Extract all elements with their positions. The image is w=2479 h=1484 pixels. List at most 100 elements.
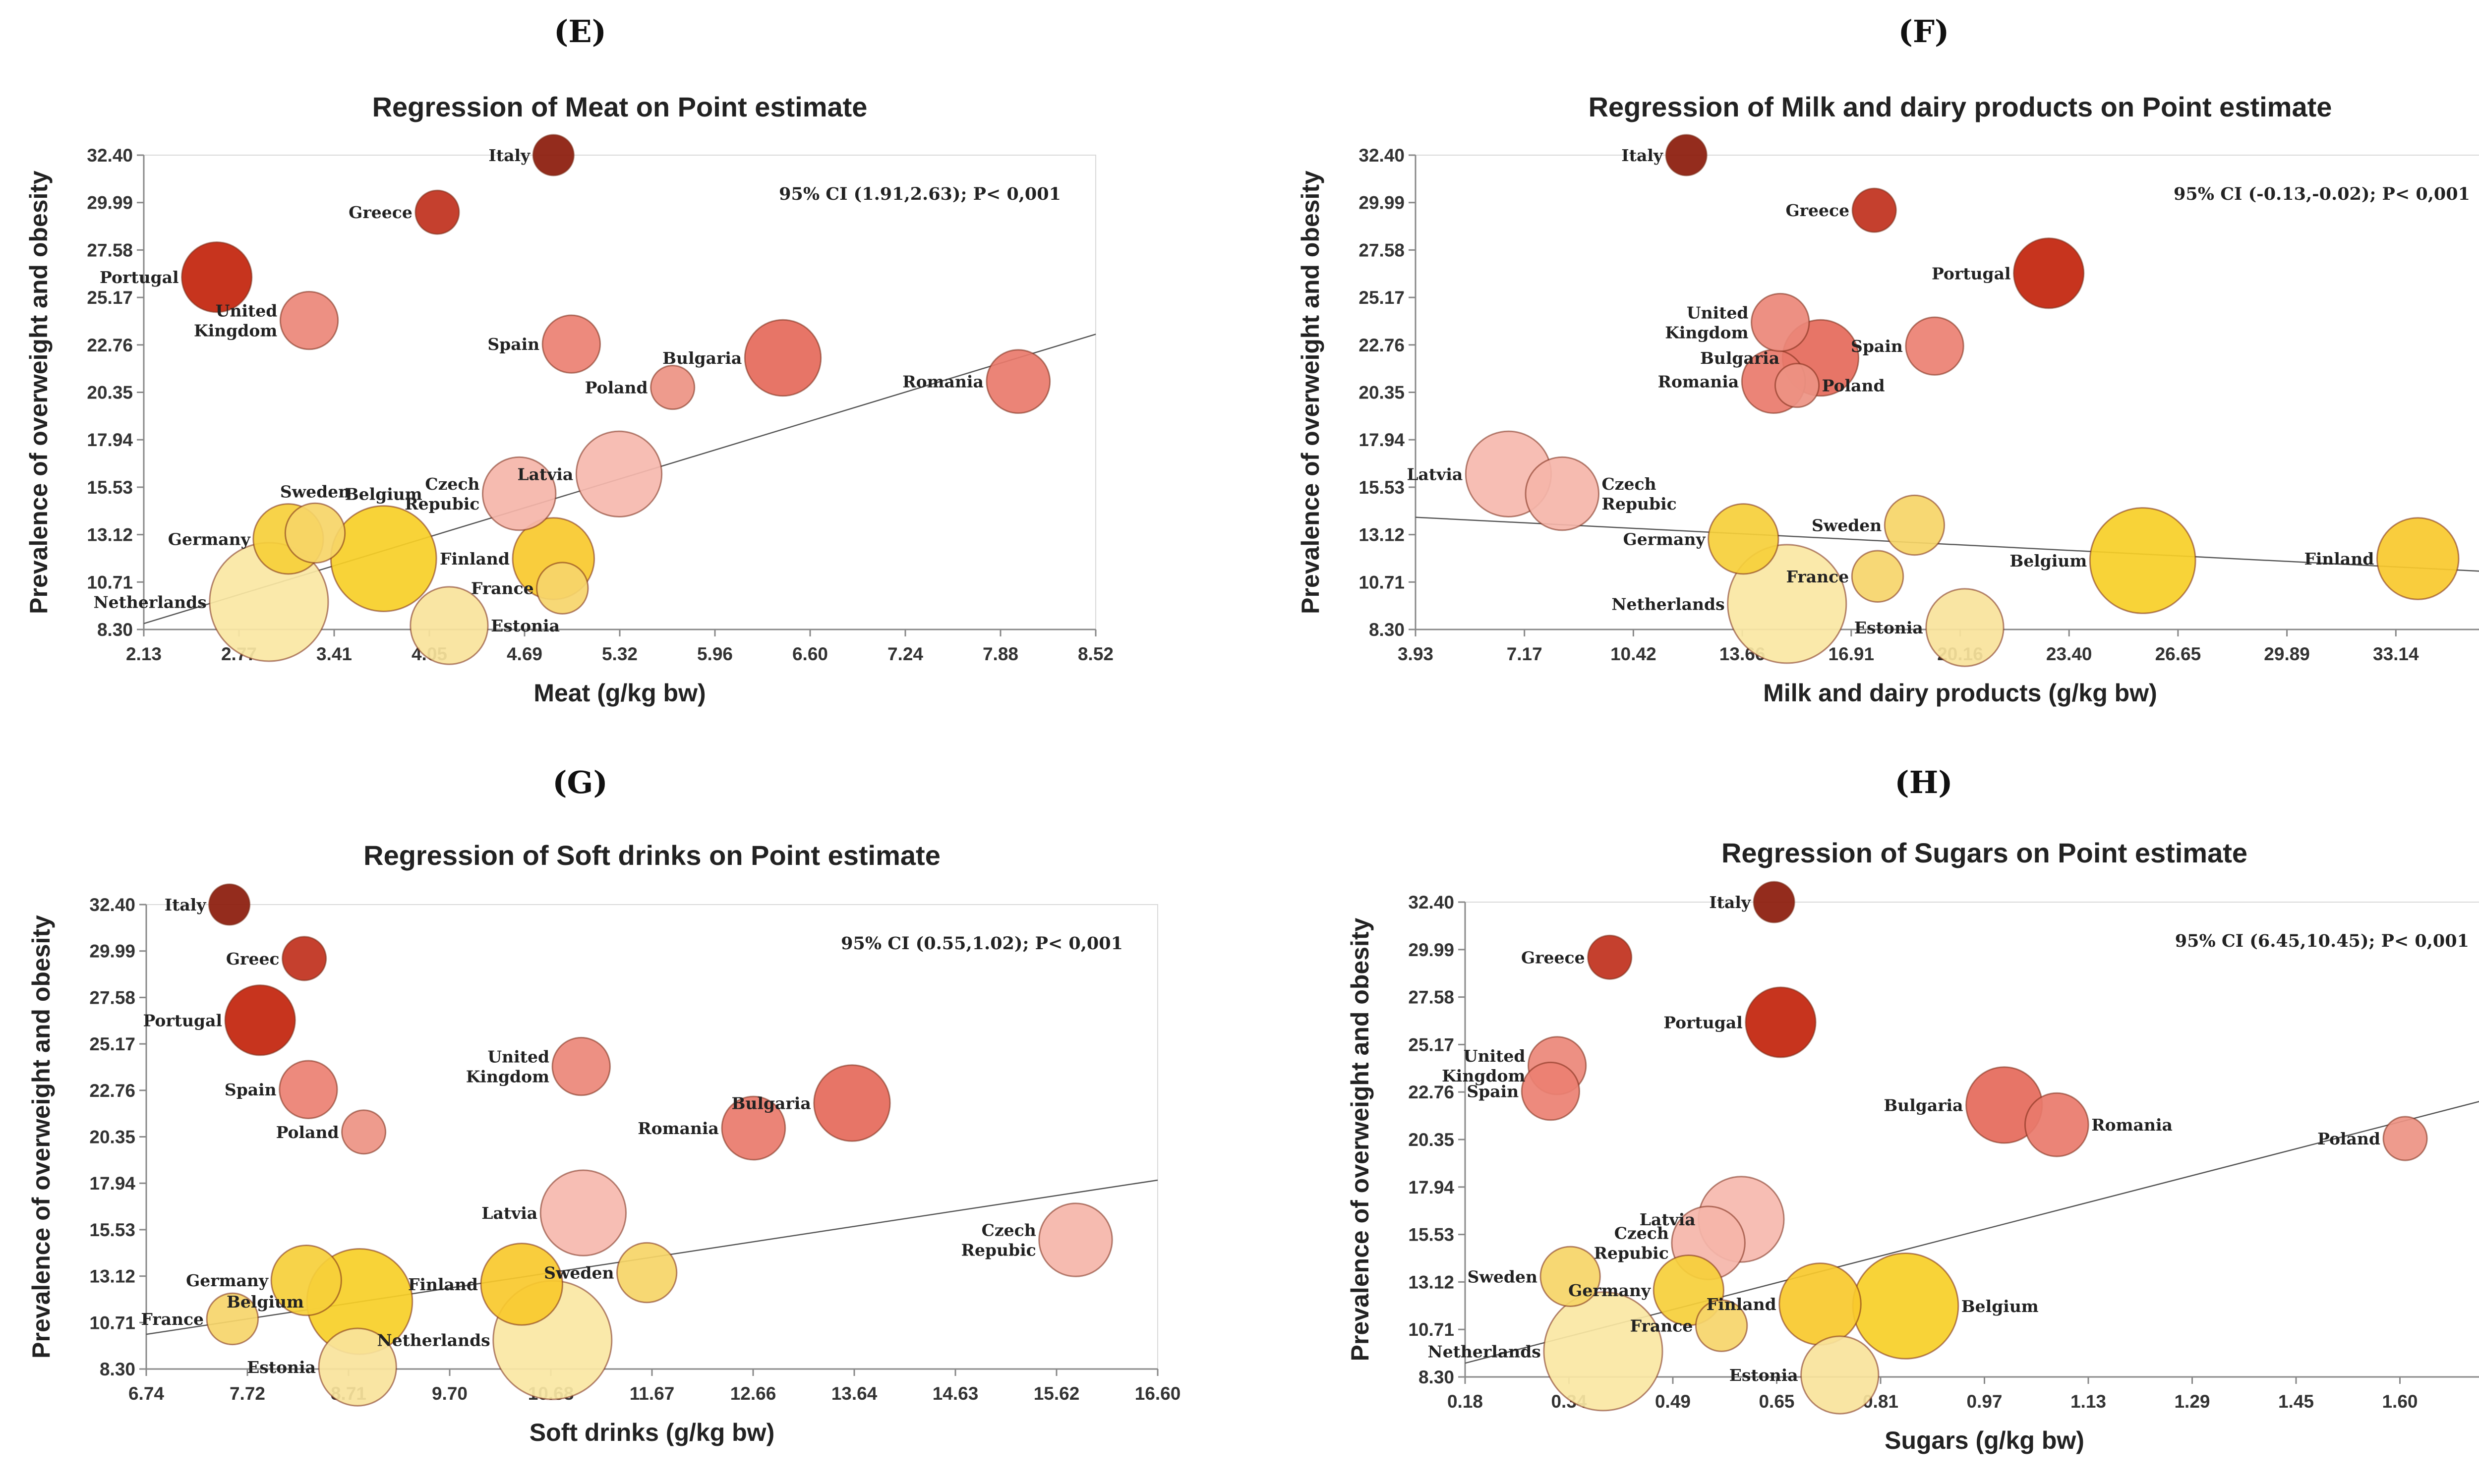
- label-czech-republic: Czech Repubic: [1594, 1224, 1669, 1263]
- bubble-czech-republic: [1525, 456, 1600, 531]
- label-latvia: Latvia: [1407, 464, 1463, 484]
- bubble-greece: [1851, 187, 1897, 233]
- chart-4-y-tick-label: 29.99: [1408, 940, 1454, 960]
- bubble-spain: [541, 314, 601, 374]
- label-spain: Spain: [1851, 337, 1903, 356]
- bubble-estonia: [1800, 1335, 1880, 1415]
- label-portugal: Portugal: [1663, 1013, 1743, 1032]
- label-netherlands: Netherlands: [93, 592, 206, 612]
- chart-4-x-tick-label: 1.60: [2382, 1391, 2418, 1412]
- label-germany: Germany: [1623, 529, 1706, 549]
- chart-4-x-axis-label: Sugars (g/kg bw): [1885, 1427, 2084, 1454]
- label-belgium: Belgium: [345, 485, 422, 504]
- label-italy: Italy: [1709, 893, 1751, 912]
- label-spain: Spain: [1467, 1082, 1519, 1101]
- chart-2-y-tick-label: 13.12: [1358, 525, 1405, 545]
- label-bulgaria: Bulgaria: [732, 1093, 811, 1113]
- chart-1-x-tick-label: 4.69: [507, 644, 542, 664]
- bubble-united-kingdom: [279, 290, 339, 350]
- bubble-italy: [208, 883, 251, 926]
- chart-1-y-tick-label: 32.40: [87, 145, 133, 166]
- chart-1-y-tick-label: 17.94: [87, 430, 133, 450]
- chart-2-y-tick-label: 27.58: [1358, 240, 1405, 260]
- bubble-france: [536, 562, 589, 615]
- chart-1-x-tick-label: 5.32: [602, 644, 638, 664]
- label-latvia: Latvia: [481, 1203, 537, 1223]
- label-sweden: Sweden: [280, 482, 350, 501]
- chart-3-y-tick-label: 17.94: [89, 1173, 135, 1194]
- chart-3-x-tick-label: 7.72: [230, 1383, 265, 1404]
- label-france: France: [141, 1310, 204, 1329]
- chart-4-y-tick-label: 8.30: [1418, 1367, 1454, 1387]
- chart-1-y-tick-label: 29.99: [87, 193, 133, 213]
- label-belgium: Belgium: [227, 1292, 304, 1312]
- chart-3-y-tick-label: 10.71: [89, 1313, 135, 1333]
- label-spain: Spain: [225, 1080, 277, 1099]
- bubble-united-kingdom: [1751, 292, 1810, 352]
- chart-2-x-axis-label: Milk and dairy products (g/kg bw): [1763, 679, 2157, 707]
- label-czech-republic: Czech Repubic: [961, 1221, 1036, 1260]
- bubble-france: [1695, 1299, 1748, 1352]
- bubble-portugal: [2013, 237, 2085, 309]
- chart-3-y-tick-label: 29.99: [89, 941, 135, 962]
- chart-4-y-axis-label: Prevalence of overweight and obesity: [1346, 917, 1374, 1361]
- chart-3-ci-annotation: 95% CI (0.55,1.02); P< 0,001: [841, 933, 1123, 954]
- chart-2-regression-line: [1415, 516, 2479, 572]
- chart-1-y-tick-label: 22.76: [87, 335, 133, 355]
- chart-1-y-tick-label: 8.30: [97, 620, 133, 640]
- bubble-sweden: [284, 502, 346, 564]
- label-netherlands: Netherlands: [1611, 594, 1724, 614]
- bubble-italy: [1753, 881, 1795, 923]
- label-germany: Germany: [186, 1271, 269, 1290]
- chart-1-x-tick-label: 5.96: [697, 644, 733, 664]
- chart-1-y-tick-label: 13.12: [87, 525, 133, 545]
- label-sweden: Sweden: [1468, 1267, 1537, 1286]
- chart-4-y-tick-label: 25.17: [1408, 1034, 1454, 1055]
- label-germany: Germany: [168, 529, 251, 549]
- bubble-poland: [650, 364, 696, 410]
- chart-2-y-tick-label: 32.40: [1358, 145, 1405, 166]
- label-italy: Italy: [488, 146, 531, 165]
- label-poland: Poland: [1822, 376, 1885, 396]
- label-line: United: [487, 1047, 549, 1067]
- label-bulgaria: Bulgaria: [1884, 1095, 1963, 1115]
- bubble-poland: [2382, 1116, 2428, 1161]
- label-line: Czech: [982, 1221, 1036, 1240]
- bubble-spain: [279, 1060, 338, 1119]
- label-estonia: Estonia: [1729, 1366, 1798, 1385]
- chart-3-y-tick-label: 13.12: [89, 1266, 135, 1287]
- bubble-portugal: [181, 241, 253, 313]
- label-spain: Spain: [487, 335, 539, 354]
- bubble-italy: [1665, 134, 1708, 176]
- bubble-germany: [1708, 503, 1779, 575]
- bubble-portugal: [224, 984, 296, 1056]
- chart-4-y-tick-label: 15.53: [1408, 1225, 1454, 1245]
- chart-3-y-tick-label: 15.53: [89, 1220, 135, 1240]
- chart-1-y-tick-label: 27.58: [87, 240, 133, 260]
- chart-3-x-tick-label: 11.67: [630, 1383, 675, 1404]
- chart-2-y-tick-label: 20.35: [1358, 383, 1405, 403]
- chart-1-x-tick-label: 7.88: [983, 644, 1018, 664]
- chart-1-ci-annotation: 95% CI (1.91,2.63); P< 0,001: [779, 184, 1061, 204]
- bubble-sweden: [1539, 1246, 1601, 1307]
- label-germany: Germany: [1568, 1281, 1651, 1300]
- chart-1-x-axis-label: Meat (g/kg bw): [533, 679, 706, 707]
- chart-4-x-tick-label: 1.29: [2174, 1391, 2210, 1412]
- label-line: Czech: [425, 474, 479, 494]
- bubble-poland: [1774, 363, 1820, 408]
- chart-3-x-tick-label: 12.66: [730, 1383, 776, 1404]
- chart-3-x-tick-label: 6.74: [128, 1383, 164, 1404]
- chart-2-x-tick-label: 7.17: [1507, 644, 1542, 664]
- chart-3-x-axis-label: Soft drinks (g/kg bw): [530, 1419, 774, 1446]
- label-line: Repubic: [961, 1241, 1036, 1260]
- bubble-greece: [414, 189, 460, 235]
- label-belgium: Belgium: [1961, 1297, 2039, 1316]
- bubble-belgium: [330, 505, 437, 612]
- label-greece: Greece: [1785, 201, 1849, 220]
- chart-2-y-tick-label: 22.76: [1358, 335, 1405, 355]
- label-line: Czech: [1602, 474, 1656, 494]
- label-poland: Poland: [2317, 1129, 2380, 1148]
- label-line: Repubic: [1594, 1244, 1669, 1263]
- bubble-sweden: [616, 1242, 678, 1304]
- chart-2-ci-annotation: 95% CI (-0.13,-0.02); P< 0,001: [2174, 184, 2470, 204]
